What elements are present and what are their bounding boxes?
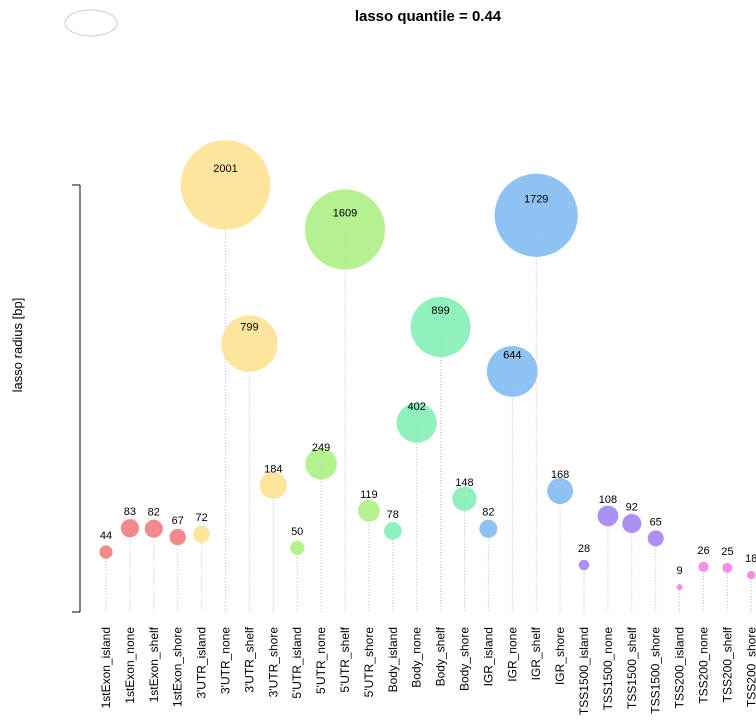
value-label: 18 — [745, 553, 756, 565]
chart-title: lasso quantile = 0.44 — [355, 8, 502, 25]
x-tick-label: 1stExon_shelf — [147, 626, 161, 702]
x-tick-label: TSS200_shelf — [720, 626, 734, 702]
x-tick-label: 1stExon_island — [99, 627, 113, 708]
value-label: 65 — [650, 516, 662, 528]
bubble — [383, 522, 402, 540]
value-label: 644 — [503, 349, 521, 361]
value-label: 249 — [312, 442, 330, 454]
x-tick-label: 3'UTR_shore — [266, 627, 280, 698]
value-label: 67 — [172, 515, 184, 527]
toggle-oval[interactable] — [64, 9, 118, 37]
value-label: 108 — [599, 494, 617, 506]
value-label: 25 — [721, 546, 733, 558]
bubble — [304, 189, 386, 270]
bubble — [597, 505, 619, 527]
x-tick-label: TSS1500_shore — [649, 627, 663, 714]
x-tick-label: 1stExon_shore — [171, 627, 185, 707]
x-tick-label: 3'UTR_island — [195, 627, 209, 699]
value-label: 83 — [124, 506, 136, 518]
x-tick-label: IGR_shore — [553, 627, 567, 685]
value-label: 119 — [360, 489, 378, 501]
x-tick-label: Body_shore — [458, 627, 472, 691]
x-tick-label: 3'UTR_shelf — [242, 626, 256, 692]
x-tick-label: 5'UTR_island — [290, 627, 304, 699]
value-label: 1729 — [524, 193, 548, 205]
bubble — [676, 584, 683, 591]
bubble — [452, 486, 477, 511]
y-axis-label: lasso radius [bp] — [10, 298, 25, 393]
value-label: 72 — [195, 512, 207, 524]
value-label: 168 — [551, 469, 569, 481]
value-label: 82 — [482, 507, 494, 519]
bubble — [193, 525, 211, 543]
bubble — [99, 545, 113, 559]
bubble — [622, 513, 642, 534]
value-label: 2001 — [213, 163, 237, 175]
bubble — [747, 570, 756, 580]
bubble — [169, 528, 186, 546]
value-label: 78 — [387, 509, 399, 521]
bubble — [259, 471, 287, 499]
x-tick-label: TSS200_island — [673, 627, 687, 708]
x-tick-label: Body_island — [386, 627, 400, 692]
bubble — [144, 519, 163, 538]
bubble — [290, 540, 305, 555]
x-tick-label: IGR_island — [481, 627, 495, 686]
value-label: 28 — [578, 543, 590, 555]
x-tick-label: 3'UTR_none — [219, 627, 233, 694]
x-tick-label: 5'UTR_shelf — [338, 626, 352, 692]
bubble — [221, 315, 278, 372]
value-label: 402 — [408, 401, 426, 413]
value-label: 899 — [431, 305, 449, 317]
bubble — [578, 559, 590, 571]
value-label: 92 — [626, 502, 638, 514]
bubble — [494, 173, 578, 257]
bubble — [410, 297, 471, 358]
value-label: 184 — [264, 463, 282, 475]
x-tick-label: TSS200_none — [697, 627, 711, 704]
value-label: 26 — [697, 545, 709, 557]
x-tick-label: 5'UTR_shore — [362, 627, 376, 698]
value-label: 44 — [100, 530, 112, 542]
bubble — [180, 140, 271, 230]
value-label: 9 — [677, 565, 683, 577]
bubble — [357, 499, 380, 522]
value-label: 1609 — [333, 207, 357, 219]
bubble — [305, 448, 337, 480]
x-tick-label: Body_shelf — [434, 626, 448, 686]
x-tick-label: TSS1500_island — [577, 627, 591, 715]
bubble — [486, 346, 538, 397]
bubble — [698, 561, 709, 572]
bubble — [396, 402, 437, 443]
x-tick-label: Body_none — [410, 627, 424, 688]
x-tick-label: TSS200_shore — [744, 627, 756, 707]
x-tick-label: IGR_shelf — [529, 626, 543, 680]
bubble — [647, 530, 664, 547]
x-tick-label: 5'UTR_none — [314, 627, 328, 694]
bubble — [479, 519, 498, 538]
value-label: 50 — [291, 526, 303, 538]
x-tick-label: 1stExon_none — [123, 627, 137, 704]
value-label: 799 — [240, 322, 258, 334]
value-label: 82 — [148, 507, 160, 519]
y-axis — [72, 184, 81, 613]
x-tick-label: TSS1500_none — [601, 627, 615, 711]
bubble — [722, 562, 733, 573]
x-tick-label: IGR_none — [505, 627, 519, 682]
x-tick-label: TSS1500_shelf — [625, 626, 639, 709]
bubble — [547, 478, 574, 505]
bubble — [120, 519, 140, 538]
value-label: 148 — [455, 477, 473, 489]
